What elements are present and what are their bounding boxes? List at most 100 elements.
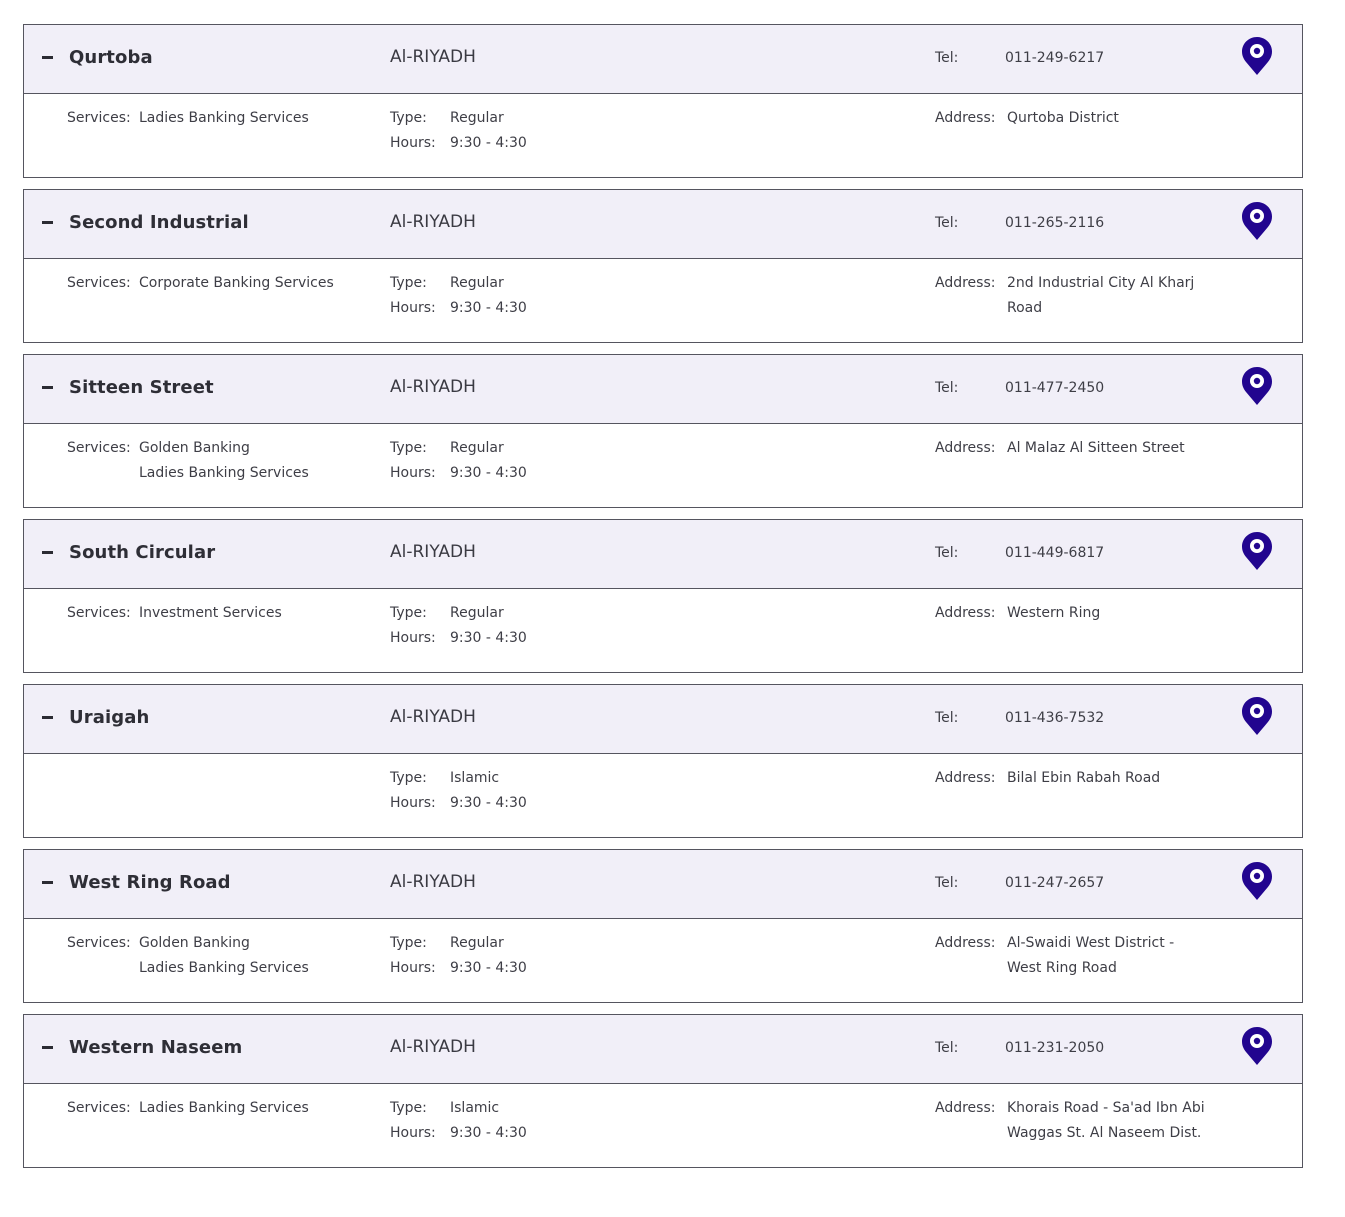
service-item: Corporate Banking Services bbox=[139, 275, 334, 291]
branch-card-second-industrial: Second Industrial Al-RIYADH Tel: 011-265… bbox=[23, 189, 1303, 343]
hours-label: Hours: bbox=[390, 960, 436, 976]
address-value: Al-Swaidi West District - West Ring Road bbox=[1007, 935, 1175, 976]
branch-header[interactable]: Qurtoba Al-RIYADH Tel: 011-249-6217 bbox=[24, 25, 1302, 94]
collapse-minus-icon[interactable] bbox=[42, 1046, 53, 1049]
map-pin-icon[interactable] bbox=[1242, 532, 1272, 570]
collapse-minus-icon[interactable] bbox=[42, 716, 53, 719]
tel-value: 011-477-2450 bbox=[1005, 380, 1105, 396]
branch-header[interactable]: Uraigah Al-RIYADH Tel: 011-436-7532 bbox=[24, 685, 1302, 754]
service-item: Investment Services bbox=[139, 605, 282, 621]
branch-city: Al-RIYADH bbox=[390, 707, 476, 727]
type-label: Type: bbox=[390, 605, 427, 621]
branch-details: Services: Ladies Banking Services Type: … bbox=[24, 1084, 1302, 1167]
address-label: Address: bbox=[935, 110, 996, 126]
branch-name: Second Industrial bbox=[69, 212, 249, 233]
service-item: Ladies Banking Services bbox=[139, 110, 309, 126]
hours-label: Hours: bbox=[390, 135, 436, 151]
address-value: Khorais Road - Sa'ad Ibn Abi Waggas St. … bbox=[1007, 1100, 1205, 1141]
services-list: Golden Banking Ladies Banking Services bbox=[139, 436, 309, 486]
branch-details: Services: Golden Banking Ladies Banking S… bbox=[24, 424, 1302, 507]
hours-value: 9:30 - 4:30 bbox=[450, 300, 527, 316]
address-value: Western Ring bbox=[1007, 605, 1101, 621]
collapse-minus-icon[interactable] bbox=[42, 551, 53, 554]
tel-label: Tel: bbox=[935, 545, 959, 561]
hours-value: 9:30 - 4:30 bbox=[450, 630, 527, 646]
services-list: Investment Services bbox=[139, 601, 282, 626]
services-label: Services: bbox=[67, 275, 131, 291]
address-value: 2nd Industrial City Al Kharj Road bbox=[1007, 275, 1195, 316]
branch-city: Al-RIYADH bbox=[390, 212, 476, 232]
services-label: Services: bbox=[67, 605, 131, 621]
service-item: Ladies Banking Services bbox=[139, 960, 309, 976]
branch-name: Qurtoba bbox=[69, 47, 153, 68]
type-value: Regular bbox=[450, 935, 504, 951]
type-value: Regular bbox=[450, 275, 504, 291]
tel-label: Tel: bbox=[935, 215, 959, 231]
branch-name: West Ring Road bbox=[69, 872, 231, 893]
type-value: Islamic bbox=[450, 770, 500, 786]
address-value: Bilal Ebin Rabah Road bbox=[1007, 770, 1161, 786]
branch-header[interactable]: Sitteen Street Al-RIYADH Tel: 011-477-24… bbox=[24, 355, 1302, 424]
hours-value: 9:30 - 4:30 bbox=[450, 135, 527, 151]
branch-card-west-ring-road: West Ring Road Al-RIYADH Tel: 011-247-26… bbox=[23, 849, 1303, 1003]
branch-card-sitteen-street: Sitteen Street Al-RIYADH Tel: 011-477-24… bbox=[23, 354, 1303, 508]
branch-list: Qurtoba Al-RIYADH Tel: 011-249-6217 Serv… bbox=[23, 24, 1303, 1179]
service-item: Ladies Banking Services bbox=[139, 1100, 309, 1116]
map-pin-icon[interactable] bbox=[1242, 1027, 1272, 1065]
services-label: Services: bbox=[67, 440, 131, 456]
branch-name: South Circular bbox=[69, 542, 216, 563]
services-label: Services: bbox=[67, 1100, 131, 1116]
tel-value: 011-249-6217 bbox=[1005, 50, 1105, 66]
tel-value: 011-436-7532 bbox=[1005, 710, 1105, 726]
type-value: Regular bbox=[450, 110, 504, 126]
address-label: Address: bbox=[935, 275, 996, 291]
hours-label: Hours: bbox=[390, 1125, 436, 1141]
tel-value: 011-231-2050 bbox=[1005, 1040, 1105, 1056]
branch-header[interactable]: South Circular Al-RIYADH Tel: 011-449-68… bbox=[24, 520, 1302, 589]
address-label: Address: bbox=[935, 605, 996, 621]
branch-header[interactable]: Second Industrial Al-RIYADH Tel: 011-265… bbox=[24, 190, 1302, 259]
tel-label: Tel: bbox=[935, 50, 959, 66]
map-pin-icon[interactable] bbox=[1242, 37, 1272, 75]
services-label: Services: bbox=[67, 935, 131, 951]
tel-label: Tel: bbox=[935, 380, 959, 396]
service-item: Ladies Banking Services bbox=[139, 465, 309, 481]
branch-card-uraigah: Uraigah Al-RIYADH Tel: 011-436-7532 Type… bbox=[23, 684, 1303, 838]
branch-details: Services: Golden Banking Ladies Banking S… bbox=[24, 919, 1302, 1002]
tel-label: Tel: bbox=[935, 875, 959, 891]
hours-label: Hours: bbox=[390, 300, 436, 316]
address-label: Address: bbox=[935, 770, 996, 786]
map-pin-icon[interactable] bbox=[1242, 367, 1272, 405]
map-pin-icon[interactable] bbox=[1242, 697, 1272, 735]
hours-value: 9:30 - 4:30 bbox=[450, 465, 527, 481]
hours-value: 9:30 - 4:30 bbox=[450, 960, 527, 976]
map-pin-icon[interactable] bbox=[1242, 862, 1272, 900]
branch-name: Sitteen Street bbox=[69, 377, 214, 398]
type-label: Type: bbox=[390, 440, 427, 456]
branch-city: Al-RIYADH bbox=[390, 1037, 476, 1057]
address-label: Address: bbox=[935, 1100, 996, 1116]
service-item: Golden Banking bbox=[139, 440, 250, 456]
branch-header[interactable]: West Ring Road Al-RIYADH Tel: 011-247-26… bbox=[24, 850, 1302, 919]
branch-header[interactable]: Western Naseem Al-RIYADH Tel: 011-231-20… bbox=[24, 1015, 1302, 1084]
services-list: Ladies Banking Services bbox=[139, 1096, 309, 1121]
tel-value: 011-449-6817 bbox=[1005, 545, 1105, 561]
type-label: Type: bbox=[390, 770, 427, 786]
hours-label: Hours: bbox=[390, 795, 436, 811]
branch-details: Services: Investment Services Type: Regu… bbox=[24, 589, 1302, 672]
map-pin-icon[interactable] bbox=[1242, 202, 1272, 240]
hours-label: Hours: bbox=[390, 465, 436, 481]
collapse-minus-icon[interactable] bbox=[42, 56, 53, 59]
services-label: Services: bbox=[67, 110, 131, 126]
tel-label: Tel: bbox=[935, 1040, 959, 1056]
hours-value: 9:30 - 4:30 bbox=[450, 1125, 527, 1141]
collapse-minus-icon[interactable] bbox=[42, 881, 53, 884]
collapse-minus-icon[interactable] bbox=[42, 386, 53, 389]
collapse-minus-icon[interactable] bbox=[42, 221, 53, 224]
tel-label: Tel: bbox=[935, 710, 959, 726]
branch-details: Type: Islamic Hours: 9:30 - 4:30 Address… bbox=[24, 754, 1302, 837]
type-label: Type: bbox=[390, 275, 427, 291]
branch-details: Services: Ladies Banking Services Type: … bbox=[24, 94, 1302, 177]
branch-city: Al-RIYADH bbox=[390, 47, 476, 67]
address-label: Address: bbox=[935, 440, 996, 456]
